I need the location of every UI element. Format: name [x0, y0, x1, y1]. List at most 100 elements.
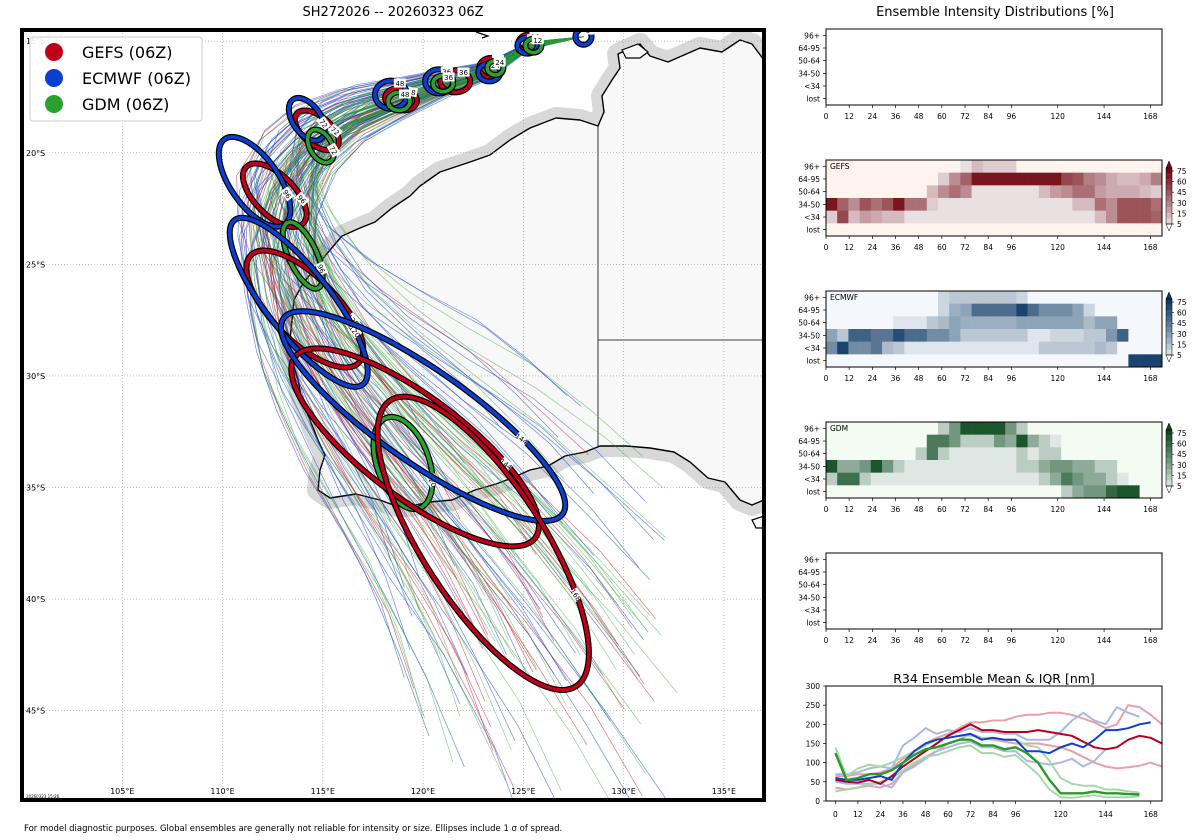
heatmap-cell — [826, 447, 838, 461]
heatmap-cell — [938, 198, 950, 211]
ellipse-label-bg — [393, 78, 406, 88]
lon-tick-label: 130°E — [611, 787, 635, 796]
heatmap-cell — [1027, 447, 1040, 461]
heatmap-cell — [971, 185, 984, 199]
heatmap-x-label: 168 — [1143, 505, 1158, 514]
heatmap-cell — [859, 303, 872, 317]
heatmap-cell — [826, 485, 838, 499]
heatmap-cell — [926, 303, 939, 317]
heatmap-cell — [1027, 303, 1040, 317]
heatmap-cell — [1128, 185, 1140, 199]
heatmap-cell — [971, 472, 984, 486]
heatmap-cell — [938, 485, 950, 499]
heatmap-cell — [870, 422, 883, 435]
heatmap-cell — [1072, 485, 1084, 499]
heatmap-cell — [1061, 447, 1073, 461]
heatmap-cell — [1106, 341, 1118, 355]
heatmap-cell — [1150, 291, 1163, 304]
colorbar-step — [1166, 441, 1172, 447]
heatmap-cell — [1016, 160, 1028, 173]
heatmap-cell — [915, 485, 928, 499]
colorbar-step — [1166, 190, 1172, 197]
heatmap-cell — [971, 422, 984, 435]
heatmap-cell — [1072, 354, 1084, 368]
heatmap-cell — [1050, 316, 1062, 330]
heatmap-cell — [1094, 185, 1107, 199]
heatmap-cell — [1050, 460, 1062, 473]
heatmap-cell — [837, 172, 849, 186]
ellipse-label: 24 — [495, 59, 504, 67]
heatmap-cell — [848, 354, 860, 368]
colorbar-step — [1166, 435, 1172, 442]
heatmap-cell — [1117, 485, 1129, 499]
heatmap-x-label: 120 — [1051, 112, 1066, 121]
heatmap-cell — [870, 291, 883, 304]
heatmap-cell — [904, 447, 916, 461]
ellipse-label: 36 — [459, 69, 468, 77]
heatmap-cell — [1139, 472, 1152, 486]
heatmap-cell — [848, 316, 860, 330]
heatmap-cell — [1150, 422, 1163, 435]
ellipse-label: 96 — [281, 188, 293, 200]
heatmap-cell — [1150, 198, 1163, 211]
heatmap-cell — [915, 303, 928, 317]
heatmap-cell — [926, 291, 939, 304]
heatmap-cell — [1150, 341, 1163, 355]
heatmap-cell — [893, 472, 905, 486]
heatmap-cell — [826, 341, 838, 355]
heatmap-cell — [882, 172, 894, 186]
heatmap-cell — [893, 185, 905, 199]
heatmap-cell — [949, 198, 961, 211]
heatmap-cell — [1083, 422, 1096, 435]
heatmap-cell — [1094, 172, 1107, 186]
heatmap-cell — [960, 354, 972, 368]
heatmap-cell — [1150, 447, 1163, 461]
heatmap-cell — [982, 303, 995, 317]
heatmap-cell — [971, 447, 984, 461]
heatmap-cell — [1128, 329, 1140, 342]
heatmap-cell — [1094, 223, 1107, 237]
heatmap-cell — [1117, 291, 1129, 304]
heatmap-cell — [1072, 447, 1084, 461]
heatmap-cell — [1016, 329, 1028, 342]
heatmap-cell — [1027, 172, 1040, 186]
colorbar-tick-label: 60 — [1177, 440, 1187, 449]
colorbar-step — [1166, 168, 1172, 174]
track-gdm — [268, 36, 584, 782]
colorbar-step — [1166, 338, 1172, 344]
r34-x-label: 96 — [1011, 810, 1021, 819]
heatmap-cell — [1128, 303, 1140, 317]
heatmap-cell — [1106, 198, 1118, 211]
heatmap-cell — [1094, 422, 1107, 435]
heatmap-cell — [870, 354, 883, 368]
legend-label: GDM (06Z) — [82, 95, 169, 114]
heatmap-cell — [1027, 329, 1040, 342]
ellipse-label: 12 — [533, 37, 542, 45]
heatmap-cell — [960, 447, 972, 461]
heatmap-model-label: GDM — [830, 424, 848, 433]
heatmap-cell — [994, 329, 1006, 342]
heatmap-x-label: 84 — [983, 636, 993, 645]
heatmap-cell — [826, 160, 838, 173]
heatmap-cell — [982, 434, 995, 448]
heatmap-cell — [848, 472, 860, 486]
heatmap-cell — [1072, 329, 1084, 342]
lon-tick-label: 135°E — [712, 787, 736, 796]
heatmap-cell — [1128, 354, 1140, 368]
heatmap-cell — [1128, 341, 1140, 355]
heatmap-cell — [1005, 329, 1017, 342]
heatmap-cell — [859, 210, 872, 224]
ellipse-label: 72 — [327, 145, 338, 157]
heatmap-cell — [949, 472, 961, 486]
heatmap-x-label: 48 — [914, 636, 924, 645]
heatmap-cell — [859, 341, 872, 355]
heatmap-cell — [1083, 434, 1096, 448]
heatmap-cell — [1106, 160, 1118, 173]
heatmap-cell — [893, 460, 905, 473]
heatmap-cell — [870, 172, 883, 186]
heatmap-cell — [882, 434, 894, 448]
heatmap-row-label: 34-50 — [798, 200, 820, 209]
colorbar-frame — [1165, 167, 1173, 225]
heatmap-cell — [1061, 329, 1073, 342]
